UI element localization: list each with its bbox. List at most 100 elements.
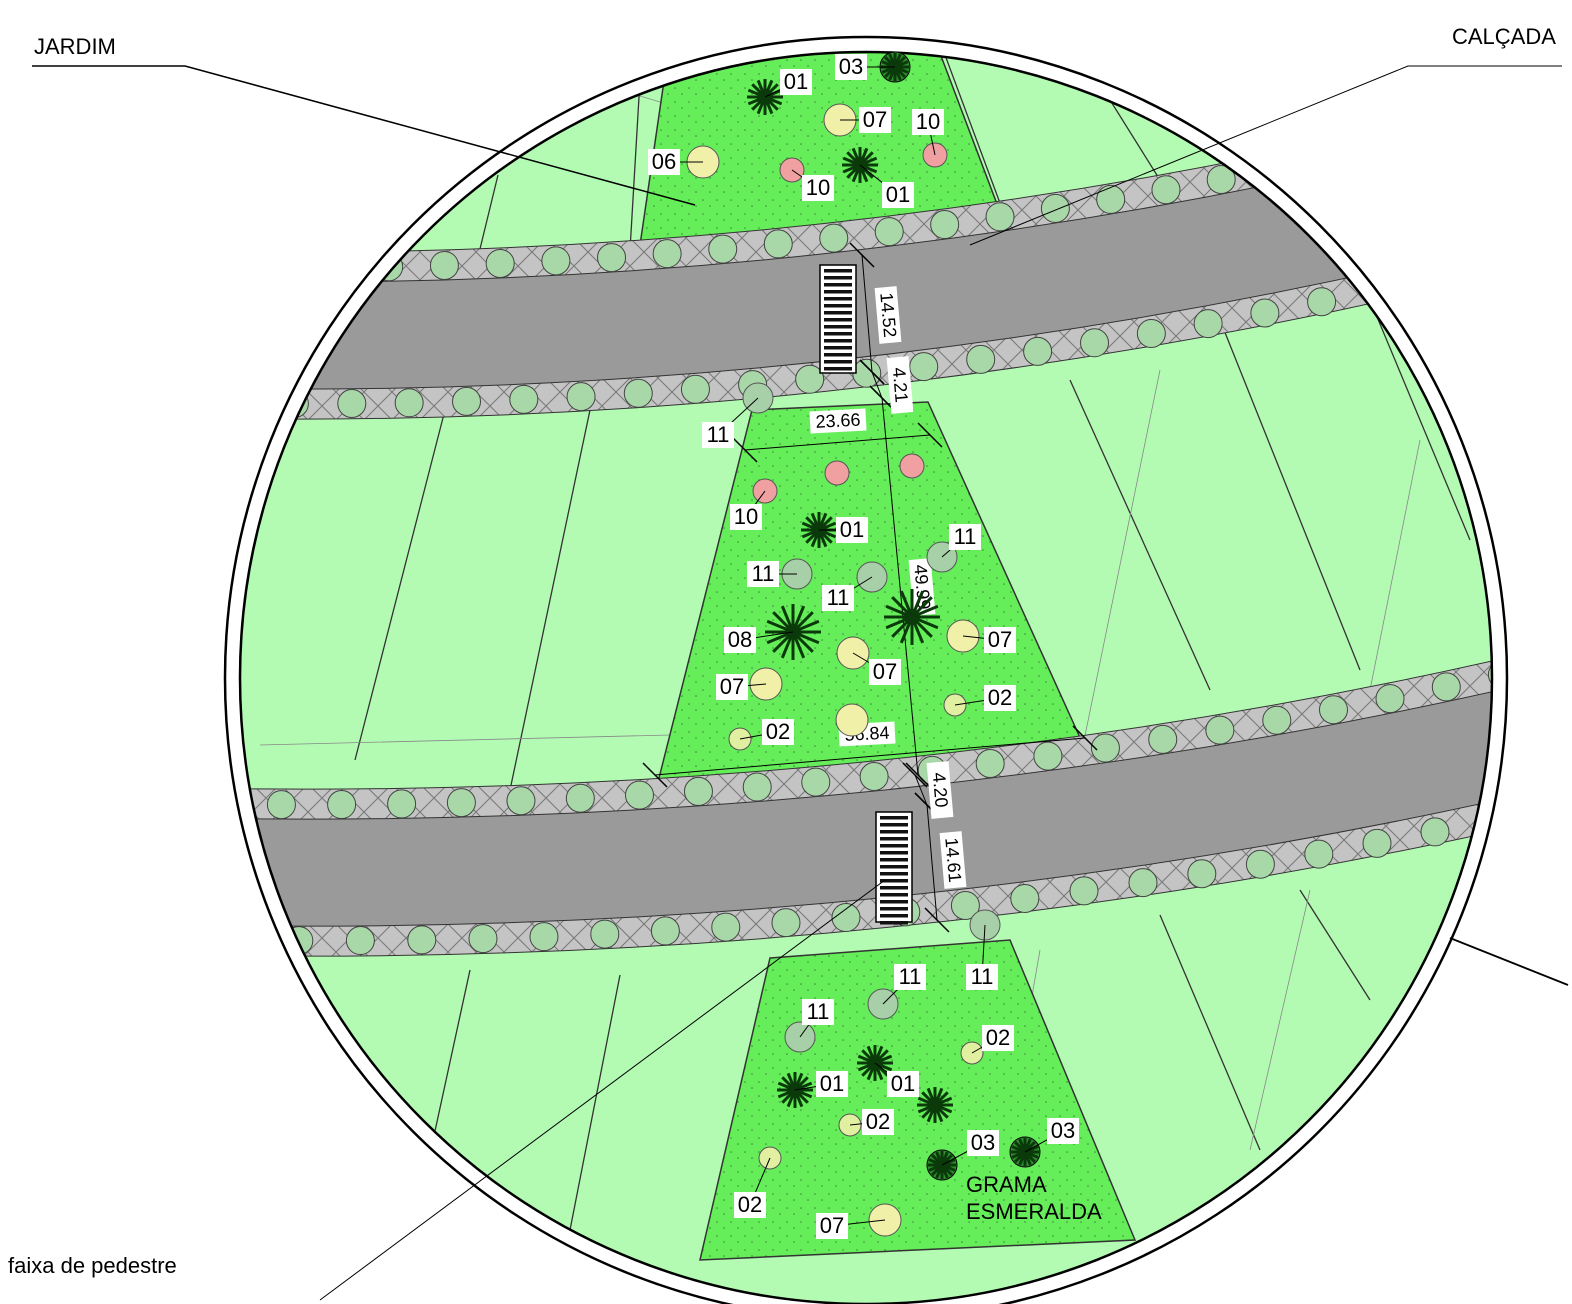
palm <box>777 1072 813 1108</box>
dimension-label: 14.52 <box>876 292 900 339</box>
crosswalk-stripe <box>880 872 908 876</box>
street-tree <box>541 246 571 276</box>
tag-bg <box>835 54 867 80</box>
tag-bg <box>869 659 901 685</box>
tag-bg <box>967 1130 999 1156</box>
plant-tag: 03 <box>839 54 863 79</box>
street-tree <box>1304 839 1334 869</box>
tag-bg <box>780 69 812 95</box>
outer-circle <box>223 35 1509 1304</box>
street-tree <box>909 352 939 382</box>
street-tree <box>711 912 741 942</box>
palm <box>917 1087 953 1123</box>
plant-tag: 11 <box>899 964 922 989</box>
street-tree <box>374 252 404 282</box>
dimension: 23.66 <box>809 408 867 434</box>
street-tree <box>930 210 960 240</box>
dimension-bg <box>939 831 967 889</box>
street-tree <box>1262 705 1292 735</box>
dimension-tick <box>869 385 895 411</box>
street-tree <box>708 234 738 264</box>
tag-bg <box>822 585 854 611</box>
crosswalk-stripe <box>824 346 852 350</box>
street-tree <box>240 925 252 955</box>
street-tree <box>1375 684 1405 714</box>
plant-tag: 01 <box>891 1071 915 1096</box>
street-tree <box>394 388 424 418</box>
street-tree <box>1372 130 1402 160</box>
dimension-tick <box>859 359 885 385</box>
dimension-bg <box>926 761 954 819</box>
street-tree <box>652 239 682 269</box>
dimension-line <box>881 397 919 776</box>
street-tree <box>387 789 417 819</box>
street-tree <box>975 749 1005 779</box>
tag-bg <box>984 685 1016 711</box>
street-tree <box>1476 249 1492 279</box>
tag-bg <box>734 1192 766 1218</box>
grass-label: GRAMA <box>966 1172 1047 1197</box>
plant-tag: 10 <box>916 109 940 134</box>
crosswalk-stripe <box>824 311 852 315</box>
palm <box>928 1151 956 1179</box>
street-tree <box>207 253 235 281</box>
crosswalk-stripe <box>880 844 908 848</box>
dimension-bg <box>874 286 902 344</box>
crosswalk-stripe <box>824 339 852 343</box>
tag-bg <box>802 175 834 201</box>
palm <box>1011 1138 1039 1166</box>
crosswalk-stripe <box>824 360 852 364</box>
tag-bg <box>747 561 779 587</box>
street-tree <box>240 388 252 418</box>
crosswalk-stripe <box>824 290 852 294</box>
dimension-label: 14.61 <box>941 837 965 884</box>
dimension-tick <box>1072 725 1098 751</box>
crosswalk-stripe <box>880 865 908 869</box>
crosswalk-stripe <box>880 837 908 841</box>
tag-bg <box>836 517 868 543</box>
street-tree <box>950 890 980 920</box>
parcel-lines <box>354 54 1471 1231</box>
tag-bg <box>730 504 762 530</box>
dimension-line <box>654 737 1086 776</box>
street-tree <box>429 250 459 280</box>
tag-bg <box>648 149 680 175</box>
shrub <box>835 703 869 737</box>
plant-tag: 03 <box>1051 1118 1075 1143</box>
dimension-tick <box>642 762 668 788</box>
crosswalk-stripe <box>824 332 852 336</box>
street-tree <box>597 243 627 273</box>
tag-bg <box>882 182 914 208</box>
tag-bg <box>982 1025 1014 1051</box>
street-tree <box>446 788 476 818</box>
street-tree <box>742 772 772 802</box>
crosswalk-stripe <box>880 858 908 862</box>
street-tree <box>1250 298 1280 328</box>
street-tree <box>1193 309 1223 339</box>
street-tree <box>795 364 825 394</box>
street-tree <box>1307 287 1337 317</box>
plant-tag: 11 <box>971 964 994 989</box>
street-tree <box>1206 164 1236 194</box>
street-tree <box>859 762 889 792</box>
street-tree <box>1151 175 1181 205</box>
crosswalk-stripe <box>880 914 908 918</box>
crosswalk-stripe <box>880 851 908 855</box>
tag-bg <box>802 999 834 1025</box>
street-tree <box>1431 672 1461 702</box>
dimension-label: 4.20 <box>929 772 952 809</box>
tag-bg <box>716 674 748 700</box>
plant-tag: 01 <box>840 517 864 542</box>
crosswalk-stripe <box>824 367 852 371</box>
street-tree <box>566 382 596 412</box>
crosswalk-stripe <box>880 830 908 834</box>
plant-tag: 03 <box>971 1130 995 1155</box>
plant-tag: 07 <box>720 674 744 699</box>
street-tree <box>819 223 849 253</box>
callout-label: CALÇADA <box>1452 24 1556 49</box>
street-tree <box>1318 695 1348 725</box>
street-tree <box>874 217 904 247</box>
plant-tag: 10 <box>734 504 758 529</box>
street-tree <box>1362 828 1392 858</box>
plant-tag: 01 <box>820 1071 844 1096</box>
